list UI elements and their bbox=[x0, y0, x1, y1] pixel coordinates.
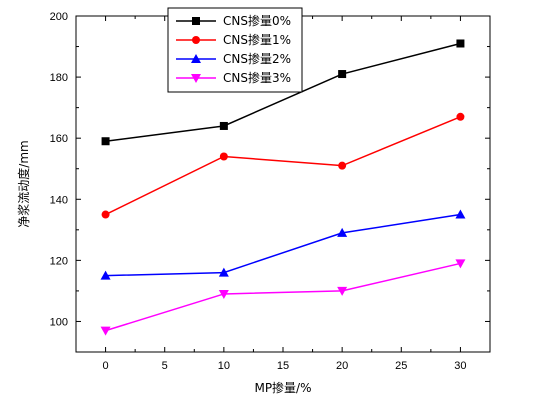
series-layer bbox=[100, 39, 466, 336]
y-tick-label: 140 bbox=[50, 194, 68, 206]
legend-label: CNS掺量2% bbox=[223, 51, 291, 66]
y-tick-label: 180 bbox=[50, 72, 68, 84]
series-line bbox=[105, 116, 461, 216]
y-tick-label: 200 bbox=[50, 11, 68, 23]
data-point bbox=[455, 259, 466, 269]
data-point bbox=[456, 39, 465, 48]
data-point bbox=[218, 289, 229, 299]
x-axis: 0 5 10 15 20 25 30 bbox=[103, 16, 467, 372]
x-tick-label: 20 bbox=[336, 360, 348, 372]
legend-label: CNS掺量1% bbox=[223, 32, 291, 47]
legend-swatch-marker bbox=[192, 36, 200, 44]
data-point bbox=[337, 286, 348, 296]
data-point bbox=[100, 270, 111, 280]
data-point bbox=[218, 267, 229, 277]
x-tick-label: 0 bbox=[103, 360, 109, 372]
data-point bbox=[338, 161, 347, 170]
data-point bbox=[338, 70, 347, 79]
data-point bbox=[455, 209, 466, 219]
data-point bbox=[101, 137, 110, 146]
y-tick-label: 120 bbox=[50, 255, 68, 267]
legend-swatch-marker bbox=[191, 74, 201, 83]
series-line bbox=[105, 262, 461, 332]
series-0 bbox=[101, 39, 465, 146]
legend-label: CNS掺量3% bbox=[223, 70, 291, 85]
data-point bbox=[219, 152, 228, 161]
x-tick-label: 25 bbox=[395, 360, 407, 372]
y-axis: 100 120 140 160 180 200 bbox=[50, 11, 490, 353]
series-2 bbox=[100, 209, 466, 280]
x-tick-label: 5 bbox=[162, 360, 168, 372]
x-tick-label: 10 bbox=[218, 360, 230, 372]
series-1 bbox=[101, 112, 465, 219]
x-axis-title: MP掺量/% bbox=[254, 380, 311, 395]
legend-swatch-marker bbox=[191, 54, 201, 63]
series-line bbox=[105, 213, 461, 277]
data-point bbox=[219, 121, 228, 130]
legend: CNS掺量0% CNS掺量1% CNS掺量2% CNS掺量3% bbox=[167, 7, 303, 93]
x-tick-label: 15 bbox=[277, 360, 289, 372]
y-axis-title: 净浆流动度/mm bbox=[16, 140, 31, 227]
data-point bbox=[456, 112, 465, 121]
data-point bbox=[337, 227, 348, 237]
legend-label: CNS掺量0% bbox=[223, 13, 291, 28]
series-3 bbox=[100, 259, 466, 336]
data-point bbox=[100, 326, 111, 336]
y-tick-label: 100 bbox=[50, 316, 68, 328]
legend-swatch-marker bbox=[192, 17, 200, 25]
series-line bbox=[105, 42, 461, 142]
x-tick-label: 30 bbox=[454, 360, 466, 372]
data-point bbox=[101, 210, 110, 219]
y-tick-label: 160 bbox=[50, 133, 68, 145]
